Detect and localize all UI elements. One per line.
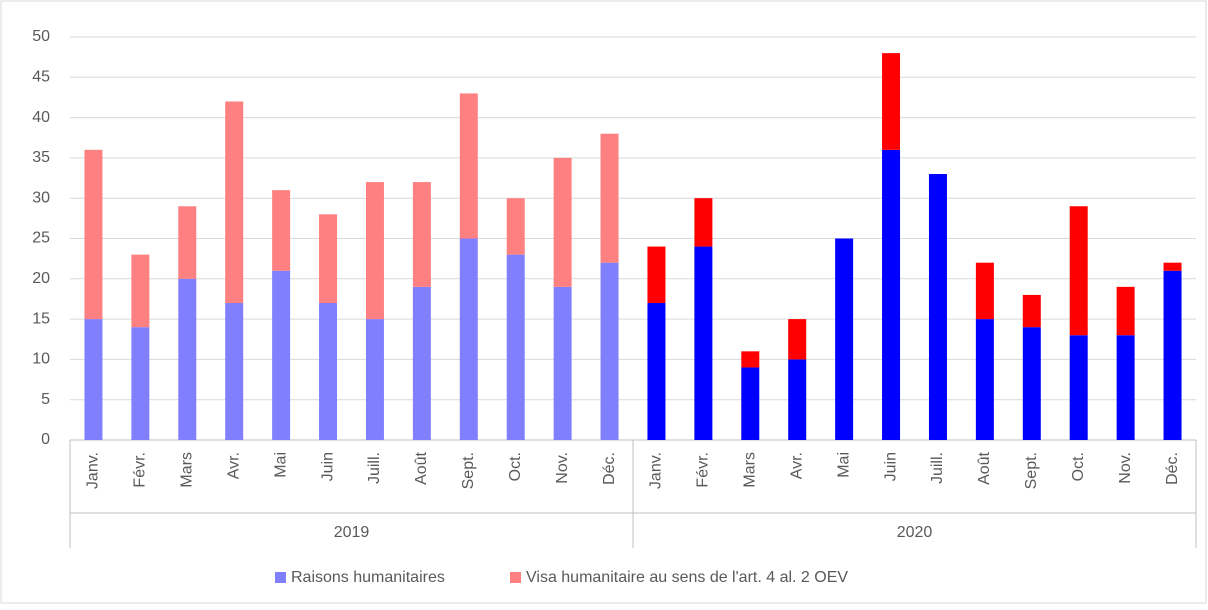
x-tick-label: Avr.: [788, 452, 805, 479]
bar-segment: [272, 270, 291, 440]
y-tick-label: 45: [32, 69, 50, 86]
bar-segment: [506, 198, 525, 255]
legend-label: Visa humanitaire au sens de l'art. 4 al.…: [526, 569, 848, 586]
bar-segment: [1163, 270, 1182, 440]
bar-segment: [741, 367, 760, 440]
y-tick-label: 5: [41, 391, 50, 408]
bar-segment: [459, 238, 478, 440]
x-tick-label: Févr.: [695, 452, 712, 488]
bar-segment: [975, 319, 994, 440]
x-tick-label: Août: [413, 451, 430, 484]
bar-segment: [882, 53, 901, 150]
bar-segment: [694, 198, 713, 247]
bar-segment: [365, 319, 384, 440]
bar-segment: [225, 101, 244, 303]
bar-segment: [600, 133, 619, 263]
bar-segment: [1163, 262, 1182, 271]
y-tick-label: 50: [32, 28, 50, 45]
x-tick-label: Juill.: [366, 452, 383, 484]
y-tick-label: 35: [32, 149, 50, 166]
y-tick-label: 30: [32, 189, 50, 206]
bar-segment: [506, 254, 525, 440]
group-label: 2019: [334, 524, 370, 541]
bar-segment: [319, 302, 338, 440]
x-tick-label: Mars: [742, 452, 759, 488]
x-tick-label: Avr.: [225, 452, 242, 479]
bar-segment: [553, 286, 572, 440]
x-tick-label: Juin: [882, 452, 899, 481]
legend-swatch: [275, 572, 286, 583]
bar-segment: [131, 254, 150, 328]
y-tick-label: 20: [32, 270, 50, 287]
bar-segment: [975, 262, 994, 320]
x-tick-label: Nov.: [1117, 452, 1134, 484]
x-tick-label: Juill.: [929, 452, 946, 484]
x-tick-label: Mars: [179, 452, 196, 488]
x-tick-label: Sept.: [460, 452, 477, 489]
bar-segment: [412, 182, 431, 287]
bar-segment: [788, 359, 807, 440]
bar-segment: [647, 302, 666, 440]
bar-segment: [553, 157, 572, 287]
bar-segment: [178, 206, 197, 279]
bar-segment: [459, 93, 478, 239]
y-tick-label: 40: [32, 109, 50, 126]
x-tick-label: Mai: [835, 452, 852, 478]
bar-segment: [319, 214, 338, 303]
legend-swatch: [510, 572, 521, 583]
bar-segment: [84, 149, 103, 320]
bar-segment: [928, 174, 947, 440]
bar-segment: [835, 238, 854, 440]
y-tick-label: 10: [32, 351, 50, 368]
x-tick-label: Oct.: [507, 452, 524, 481]
bar-segment: [1069, 335, 1088, 440]
x-tick-label: Déc.: [601, 452, 618, 485]
x-tick-label: Nov.: [554, 452, 571, 484]
x-tick-label: Févr.: [132, 452, 149, 488]
bar-segment: [694, 246, 713, 440]
bar-segment: [1022, 327, 1041, 440]
legend-label: Raisons humanitaires: [291, 569, 445, 586]
x-tick-label: Août: [976, 451, 993, 484]
y-tick-label: 0: [41, 431, 50, 448]
x-tick-label: Oct.: [1070, 452, 1087, 481]
group-label: 2020: [897, 524, 933, 541]
y-tick-label: 15: [32, 310, 50, 327]
x-tick-label: Déc.: [1164, 452, 1181, 485]
bar-segment: [412, 286, 431, 440]
bar-segment: [882, 149, 901, 440]
bar-segment: [178, 278, 197, 440]
bar-segment: [131, 327, 150, 440]
x-tick-label: Janv.: [648, 452, 665, 489]
x-tick-label: Juin: [319, 452, 336, 481]
bar-segment: [272, 190, 291, 271]
x-tick-label: Sept.: [1023, 452, 1040, 489]
bar-segment: [1022, 294, 1041, 328]
bar-segment: [225, 302, 244, 440]
bar-segment: [741, 351, 760, 368]
x-tick-label: Janv.: [85, 452, 102, 489]
bar-segment: [84, 319, 103, 440]
y-tick-label: 25: [32, 230, 50, 247]
bar-segment: [1116, 335, 1135, 440]
bar-segment: [1116, 286, 1135, 336]
bar-segment: [600, 262, 619, 440]
bar-segment: [788, 319, 807, 360]
x-tick-label: Mai: [272, 452, 289, 478]
bar-segment: [647, 246, 666, 303]
bar-segment: [365, 182, 384, 320]
bar-segment: [1069, 206, 1088, 336]
